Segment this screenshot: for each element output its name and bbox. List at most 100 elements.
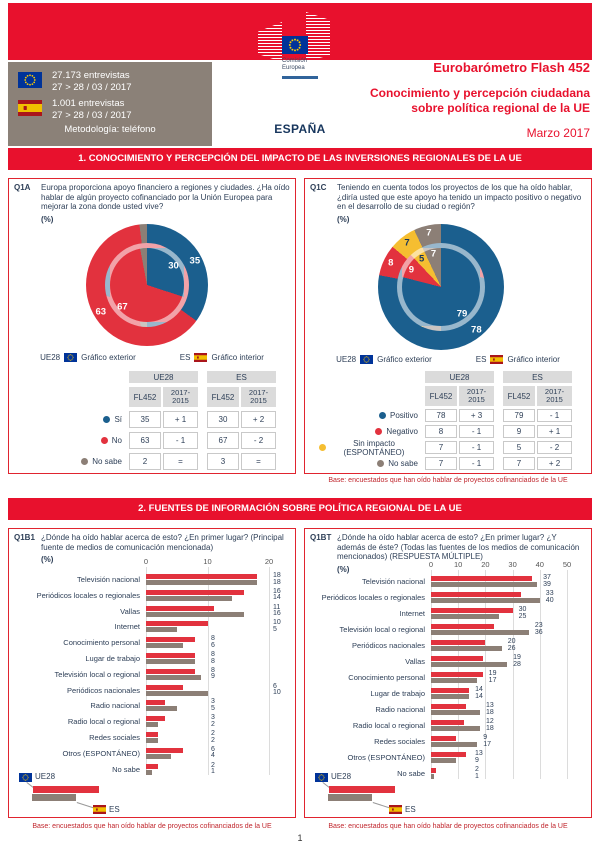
table-group-header-es: ES [207,371,276,383]
bar-ue28 [431,592,521,597]
q1bt-question-text: ¿Dónde ha oído hablar acerca de esto? ¿E… [337,533,580,561]
bar-category-label: Redes sociales [89,733,140,742]
table-subheader-wave: FL452 [425,386,457,406]
bar-category-label: No sabe [112,764,140,774]
bar-es [431,758,456,763]
bar-ue28 [146,589,245,595]
table-value-cell: + 3 [459,409,494,422]
bar-ue28 [146,653,196,658]
bar-category-label: Televisión local o regional [54,669,140,679]
table-subheader-diff: 2017- 2015 [537,386,572,406]
panel-q1a: Q1A Europa proporciona apoyo financiero … [8,178,296,474]
legend-dot-icon [100,437,108,444]
bar-category-label: Conocimiento personal [63,638,140,648]
bar-ue28 [431,752,467,757]
q1a-pie-legend: UE28 Gráfico exterior ES Gráfico interior [9,353,295,362]
bar-value-label: 12 18 [485,718,494,732]
q1b1-unit: (%) [41,555,54,564]
eu-flag-icon [19,773,32,782]
axis-tick-label: 0 [143,557,149,566]
q1c-base-note: Base: encuestados que han oído hablar de… [328,477,568,484]
table-row-label: Negativo [319,425,423,438]
bar-es [146,627,177,633]
bar-es [146,706,177,712]
table-spacer [496,441,501,454]
bar-es [146,722,159,728]
table-spacer [319,386,423,406]
bar-category-label: Radio nacional [90,701,140,711]
bar-ue28 [146,684,183,690]
page-number: 1 [297,833,303,843]
table-spacer [496,425,501,438]
bar-es [431,694,470,699]
logo-stripes-left [258,22,282,62]
bar-es [146,659,196,664]
table-group-header-es: ES [503,371,572,383]
table-value-cell: 67 [207,432,239,449]
legend-es-label: ES [405,805,416,814]
bar-ue28 [146,574,257,579]
axis-tick-label: 20 [481,560,490,569]
bar-ue28 [431,688,470,693]
bar-es [146,769,153,775]
table-row-label-text: Positivo [389,411,418,420]
bar-category-label: Lugar de trabajo [370,689,425,698]
bar-es [146,643,183,649]
q1c-pie-legend: UE28 Gráfico exterior ES Gráfico interior [305,355,591,364]
bar-es [146,580,257,585]
bar-ue28 [431,656,483,661]
date-label: Marzo 2017 [526,126,590,140]
table-spacer [200,432,205,449]
section-2-header: 2. FUENTES DE INFORMACIÓN SOBRE POLÍTICA… [8,498,592,520]
bar-value-label: 23 36 [534,622,543,636]
table-row-label: No sabe [23,453,127,470]
bar-es [146,611,245,617]
survey-title: Eurobarómetro Flash 452 [433,60,590,75]
bar-category-label: Televisión nacional [362,577,425,586]
table-row-label-text: Sí [114,415,122,424]
section-1-header: 1. CONOCIMIENTO Y PERCEPCIÓN DEL IMPACTO… [8,148,592,170]
bar-category-label: Periódicos locales o regionales [36,590,140,600]
bar-ue28 [146,700,165,706]
q1c-unit: (%) [337,214,350,224]
document-title: Conocimiento y percepción ciudadana sobr… [370,86,590,116]
pie-outer-ring-ue28 [378,224,504,350]
pie-value-label-es: 9 [408,264,415,276]
q1a-question-text: Europa proporciona apoyo financiero a re… [41,183,290,211]
table-value-cell: - 1 [459,457,494,470]
table-value-cell: 7 [503,457,535,470]
bar-value-label: 18 18 [273,572,281,586]
bar-category-label: Lugar de trabajo [85,654,140,663]
table-spacer [200,387,205,407]
pie-value-label-ue28: 7 [404,237,410,249]
q1bt-base-note: Base: encuestados que han oído hablar de… [328,823,568,830]
bar-category-label: Periódicos nacionales [352,641,425,650]
es-interviews: 1.001 entrevistas [52,98,125,109]
legend-dot-icon [375,428,383,435]
bar-es [431,662,508,667]
table-value-cell: 5 [503,441,535,454]
table-row-label: Positivo [319,409,423,422]
legend-inner-label: Gráfico interior [211,353,264,362]
table-spacer [200,453,205,470]
bar-es [146,738,159,743]
table-value-cell: = [241,453,276,470]
es-sample-row: 1.001 entrevistas 27 > 28 / 03 / 2017 [18,98,132,122]
table-value-cell: - 2 [537,441,572,454]
q1a-question: Q1A Europa proporciona apoyo financiero … [14,183,291,224]
axis-tick-label: 0 [428,560,434,569]
q1a-unit: (%) [41,214,54,224]
table-value-cell: + 2 [241,411,276,428]
legend-dot-icon [103,416,111,423]
table-row-label: Sin impacto (ESPONTÁNEO) [319,439,423,457]
q1b1-question-text: ¿Dónde ha oído hablar acerca de esto? ¿E… [41,533,284,552]
bar-value-label: 16 14 [273,587,281,602]
bar-value-label: 11 16 [273,603,281,618]
bar-category-label: Televisión nacional [77,575,140,584]
spain-flag-icon [490,355,504,364]
logo-underline [282,76,318,79]
